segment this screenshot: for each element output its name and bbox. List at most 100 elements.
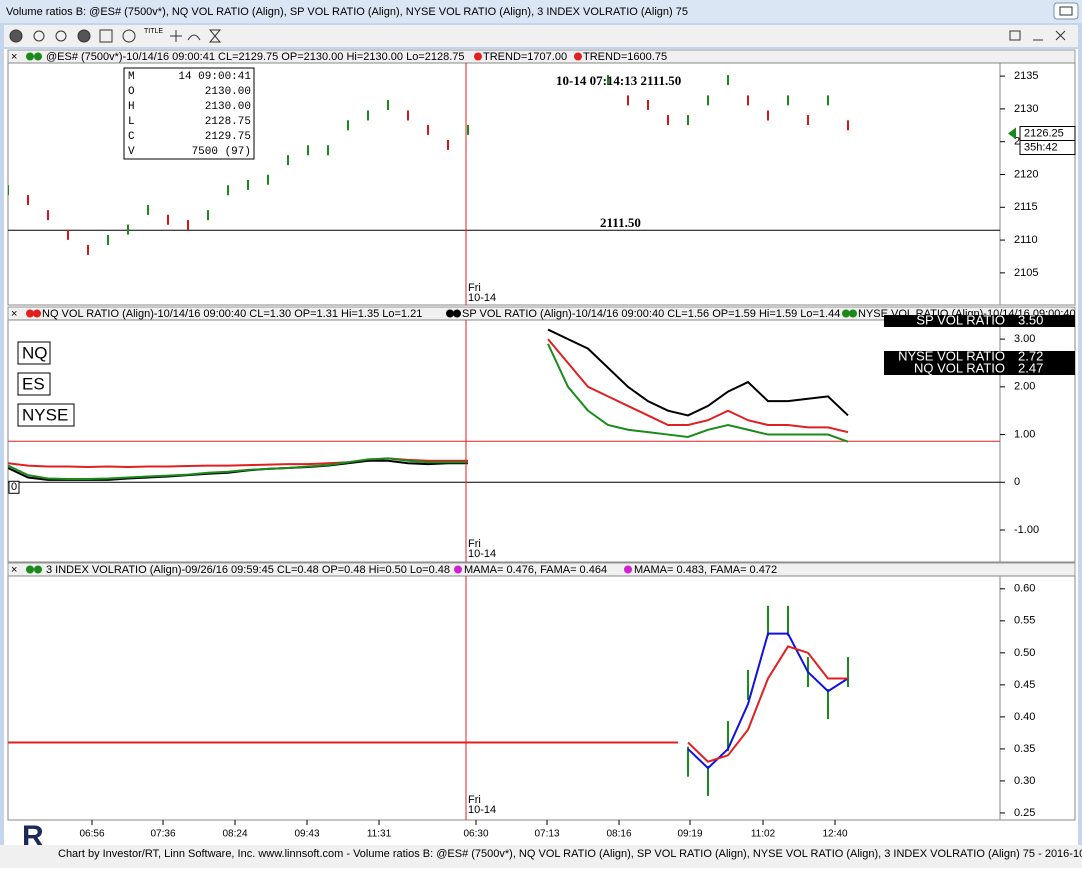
data-box-key: C (128, 131, 135, 143)
header-dot (26, 52, 34, 61)
mama-dot (454, 565, 462, 574)
price-bar (287, 155, 289, 166)
x-tick-label: 07:36 (150, 829, 175, 840)
plot-border (7, 62, 1076, 306)
trend-dot (574, 52, 582, 61)
data-box-value: 7500 (97) (192, 146, 251, 158)
price-bar (747, 95, 749, 106)
y-tick-label: 0.55 (1014, 615, 1035, 627)
price-bar (447, 139, 449, 150)
legend-box (17, 372, 51, 396)
x-tick-label: 09:43 (294, 829, 319, 840)
data-box-key: O (128, 86, 135, 98)
header-dot (446, 309, 454, 318)
icon-hourglass[interactable] (208, 29, 222, 43)
legend-box (17, 403, 75, 427)
data-box-value: 2130.00 (205, 86, 251, 98)
right-label-value: 3.50 (1018, 312, 1043, 327)
y-tick-label: 2135 (1014, 70, 1038, 82)
date-label: 10-14 (468, 292, 496, 304)
icon-record[interactable] (9, 29, 23, 43)
price-bar (247, 179, 249, 190)
right-label-box (884, 351, 1075, 363)
trend-text: TREND=1600.75 (583, 51, 667, 63)
price-bar (667, 115, 669, 126)
data-box (123, 67, 255, 160)
mama-dot (624, 565, 632, 574)
y-tick-label: 0.30 (1014, 775, 1035, 787)
ratio-bar (787, 605, 789, 636)
header-dot (453, 309, 461, 318)
right-label-box (884, 315, 1075, 327)
right-label-name: SP VOL RATIO (916, 312, 1005, 327)
x-tick-label: 08:16 (606, 829, 631, 840)
header-dot (842, 309, 850, 318)
price-bar (827, 95, 829, 106)
title-bar (0, 0, 1082, 23)
price-bar (307, 145, 309, 156)
mama-text: MAMA= 0.476, FAMA= 0.464 (464, 564, 607, 576)
date-label: 10-14 (468, 804, 496, 816)
x-tick-label: 09:19 (677, 829, 702, 840)
icon-wave[interactable] (187, 34, 201, 41)
y-tick-label: -1.00 (1014, 524, 1039, 536)
data-box-value: 2130.00 (205, 101, 251, 113)
data-box-key: H (128, 101, 135, 113)
price-bar (647, 99, 649, 110)
index-panel: × 3 INDEX VOLRATIO (Align)-09/26/16 09:59… (7, 562, 1076, 821)
day-label: Fri (468, 282, 481, 294)
icon-zoom-out[interactable] (33, 30, 45, 42)
y-tick-label: 3.00 (1014, 333, 1035, 345)
maximize-button[interactable] (1053, 2, 1079, 20)
ratio-bar (727, 721, 729, 752)
x-tick-label: 06:56 (79, 829, 104, 840)
price-bar (27, 195, 29, 206)
series-line (687, 632, 849, 770)
logo: R (22, 820, 44, 853)
series-line (687, 645, 848, 763)
day-label: Fri (468, 794, 481, 806)
legend-entry: NYSE (22, 405, 68, 424)
icon-settings[interactable] (77, 29, 91, 43)
ratio-bar (847, 657, 849, 688)
data-box-key: M (128, 71, 135, 83)
panel-close: × (11, 308, 17, 320)
y-tick-label: 0 (1014, 476, 1020, 488)
annotation: 10-14 07:14:13 2111.50 (556, 73, 681, 88)
y-tick-label: 2110 (1014, 234, 1038, 246)
price-bar (267, 174, 269, 185)
header-dot (34, 52, 42, 61)
icon-clock[interactable] (122, 29, 136, 43)
price-bar (387, 99, 389, 110)
data-box-value: 2129.75 (205, 131, 251, 143)
x-tick-label: 11:02 (751, 829, 776, 840)
y-tick-label: 0.35 (1014, 743, 1035, 755)
plot-border (7, 575, 1076, 821)
y-tick-label: 0.25 (1014, 807, 1035, 819)
title-icon-text: TITLE (144, 28, 163, 35)
right-label-name: NQ VOL RATIO (914, 360, 1005, 375)
price-bar (187, 219, 189, 230)
y-tick-label: 2115 (1014, 201, 1038, 213)
y-tick-label: 2.00 (1014, 381, 1035, 393)
series-line (8, 343, 849, 480)
x-tick-label: 08:24 (222, 829, 247, 840)
y-tick-label: 2120 (1014, 168, 1038, 180)
plot (8, 328, 1000, 483)
ratio-bar (707, 765, 709, 796)
icon-list[interactable] (99, 29, 113, 43)
plot (8, 75, 1000, 255)
price-bar (727, 75, 729, 86)
header-dot (34, 565, 42, 574)
restore-button[interactable] (1009, 30, 1021, 41)
status-bar (0, 845, 1082, 868)
maximize-icon (1059, 6, 1073, 16)
date-label: 10-14 (468, 548, 496, 560)
timer: 35h:42 (1024, 141, 1058, 153)
time-axis: 06:56 07:36 08:24 09:43 11:31 06:30 07:13 08:16… (79, 820, 848, 840)
y-tick-label: 2130 (1014, 103, 1038, 115)
ratio-bar (687, 746, 689, 777)
icon-zoom-in[interactable] (55, 30, 67, 42)
panel-header-text: 3 INDEX VOLRATIO (Align)-09/26/16 09:59:… (46, 564, 450, 576)
close-button[interactable] (1055, 30, 1066, 41)
